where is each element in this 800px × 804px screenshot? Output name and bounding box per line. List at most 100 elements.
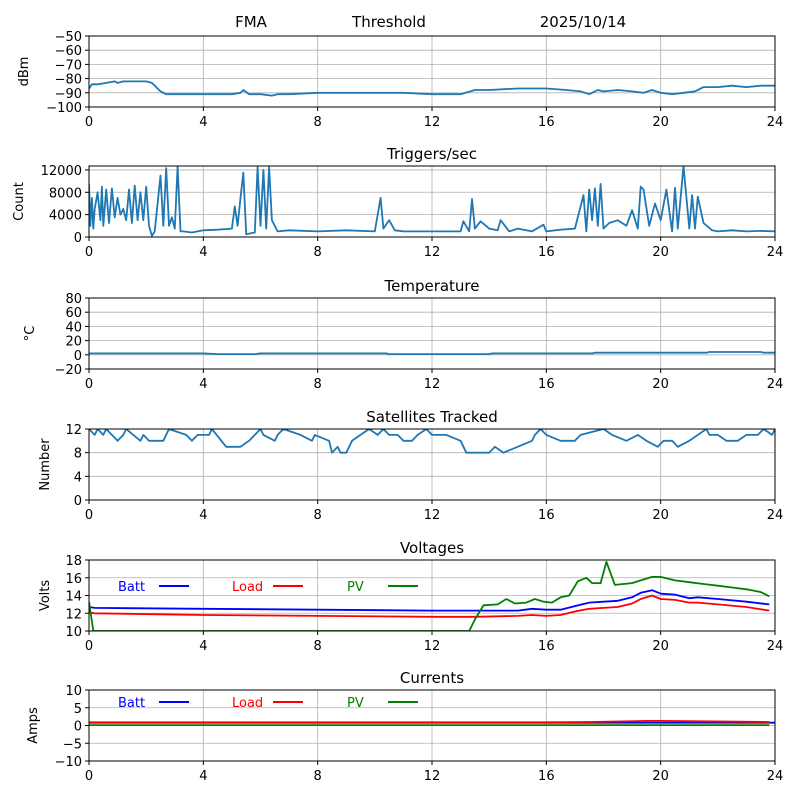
header-site: FMA — [235, 13, 268, 31]
y-tick-label: −20 — [55, 363, 82, 378]
x-tick-label: 20 — [652, 508, 669, 523]
x-tick-label: 4 — [199, 769, 207, 784]
y-tick-label: 40 — [65, 320, 82, 335]
x-tick-label: 0 — [85, 245, 93, 260]
header-mode: Threshold — [351, 13, 426, 31]
y-tick-label: 5 — [74, 702, 82, 717]
x-tick-label: 12 — [424, 769, 441, 784]
y-tick-label: −100 — [46, 101, 82, 116]
x-tick-label: 24 — [767, 508, 784, 523]
legend-label-batt: Batt — [118, 696, 145, 711]
x-tick-label: 24 — [767, 639, 784, 654]
x-tick-label: 8 — [314, 769, 322, 784]
x-tick-label: 20 — [652, 639, 669, 654]
panel-1: 0 4 8 12 16 20 24 −100−90−80−70−60−50 dBm — [17, 30, 783, 130]
x-tick-label: 4 — [199, 639, 207, 654]
x-tick-label: 16 — [538, 508, 555, 523]
y-axis-label: dBm — [17, 57, 32, 87]
panel-6: 0 4 8 12 16 20 24 −10 −5 0 5 10 Currents Amps Batt Load… — [26, 669, 783, 784]
y-tick-label: −10 — [55, 755, 82, 770]
y-axis-label: Amps — [26, 707, 41, 744]
x-tick-label: 12 — [424, 115, 441, 130]
x-tick-label: 8 — [314, 639, 322, 654]
panel-2: 0 4 8 12 16 20 24 0 4000 8000 12000 Triggers/sec Cou… — [12, 145, 783, 260]
series-line-threshold — [89, 80, 775, 97]
x-tick-label: 12 — [424, 508, 441, 523]
y-tick-label: −50 — [55, 30, 82, 45]
y-axis-label: °C — [23, 326, 38, 342]
legend-label-pv: PV — [347, 580, 364, 595]
series-group — [89, 166, 775, 237]
x-tick-label: 16 — [538, 769, 555, 784]
x-tick-label: 16 — [538, 639, 555, 654]
y-tick-label: 0 — [74, 720, 82, 735]
x-tick-label: 16 — [538, 245, 555, 260]
series-line-load — [89, 594, 770, 618]
x-tick-label: 24 — [767, 245, 784, 260]
y-tick-label: 12 — [65, 423, 82, 438]
y-tick-label: −5 — [63, 737, 82, 752]
y-axis-label: Count — [12, 182, 27, 221]
series-line-temperature — [89, 351, 775, 356]
y-tick-label: 10 — [65, 625, 82, 640]
y-tick-label: 12000 — [41, 164, 82, 179]
x-tick-label: 24 — [767, 769, 784, 784]
y-tick-label: −60 — [55, 44, 82, 59]
header-date: 2025/10/14 — [540, 13, 626, 31]
x-tick-label: 24 — [767, 377, 784, 392]
x-tick-label: 0 — [85, 769, 93, 784]
series-group — [89, 80, 775, 97]
x-tick-label: 4 — [199, 115, 207, 130]
x-tick-label: 20 — [652, 115, 669, 130]
y-tick-label: 60 — [65, 306, 82, 321]
x-tick-label: 0 — [85, 639, 93, 654]
x-tick-label: 8 — [314, 115, 322, 130]
x-tick-label: 20 — [652, 377, 669, 392]
x-tick-label: 0 — [85, 508, 93, 523]
x-tick-label: 0 — [85, 377, 93, 392]
y-tick-label: 0 — [74, 349, 82, 364]
legend-label-pv: PV — [347, 696, 364, 711]
x-tick-label: 12 — [424, 245, 441, 260]
panel-4: 0 4 8 12 16 20 24 0 4 8 12 Satellites Tracked Number — [38, 408, 783, 523]
x-tick-label: 8 — [314, 245, 322, 260]
y-tick-label: 18 — [65, 554, 82, 569]
series-group — [89, 429, 775, 454]
y-axis-label: Number — [38, 438, 53, 491]
y-tick-label: 8 — [74, 447, 82, 462]
x-tick-label: 12 — [424, 377, 441, 392]
x-tick-label: 4 — [199, 245, 207, 260]
y-tick-label: 80 — [65, 292, 82, 307]
series-group — [89, 351, 775, 356]
y-tick-label: 4000 — [49, 209, 82, 224]
panel-title: Currents — [400, 669, 464, 687]
y-tick-label: 0 — [74, 494, 82, 509]
x-tick-label: 4 — [199, 377, 207, 392]
panel-title: Temperature — [383, 277, 479, 295]
y-tick-label: 20 — [65, 335, 82, 350]
y-tick-label: 12 — [65, 607, 82, 622]
y-tick-label: −80 — [55, 73, 82, 88]
series-line-load — [89, 720, 770, 724]
y-tick-label: −70 — [55, 58, 82, 73]
series-line-pv — [89, 560, 770, 631]
x-tick-label: 16 — [538, 115, 555, 130]
y-tick-label: 8000 — [49, 186, 82, 201]
panel-title: Voltages — [400, 539, 464, 557]
legend-label-load: Load — [232, 696, 263, 711]
y-tick-label: 4 — [74, 470, 82, 485]
x-tick-label: 4 — [199, 508, 207, 523]
y-tick-label: 16 — [65, 572, 82, 587]
y-tick-label: 0 — [74, 231, 82, 246]
x-tick-label: 8 — [314, 377, 322, 392]
y-axis-label: Volts — [38, 580, 53, 612]
y-tick-label: −90 — [55, 87, 82, 102]
x-tick-label: 20 — [652, 769, 669, 784]
panel-title: Satellites Tracked — [366, 408, 497, 426]
x-tick-label: 12 — [424, 639, 441, 654]
series-group — [89, 720, 775, 726]
x-tick-label: 24 — [767, 115, 784, 130]
